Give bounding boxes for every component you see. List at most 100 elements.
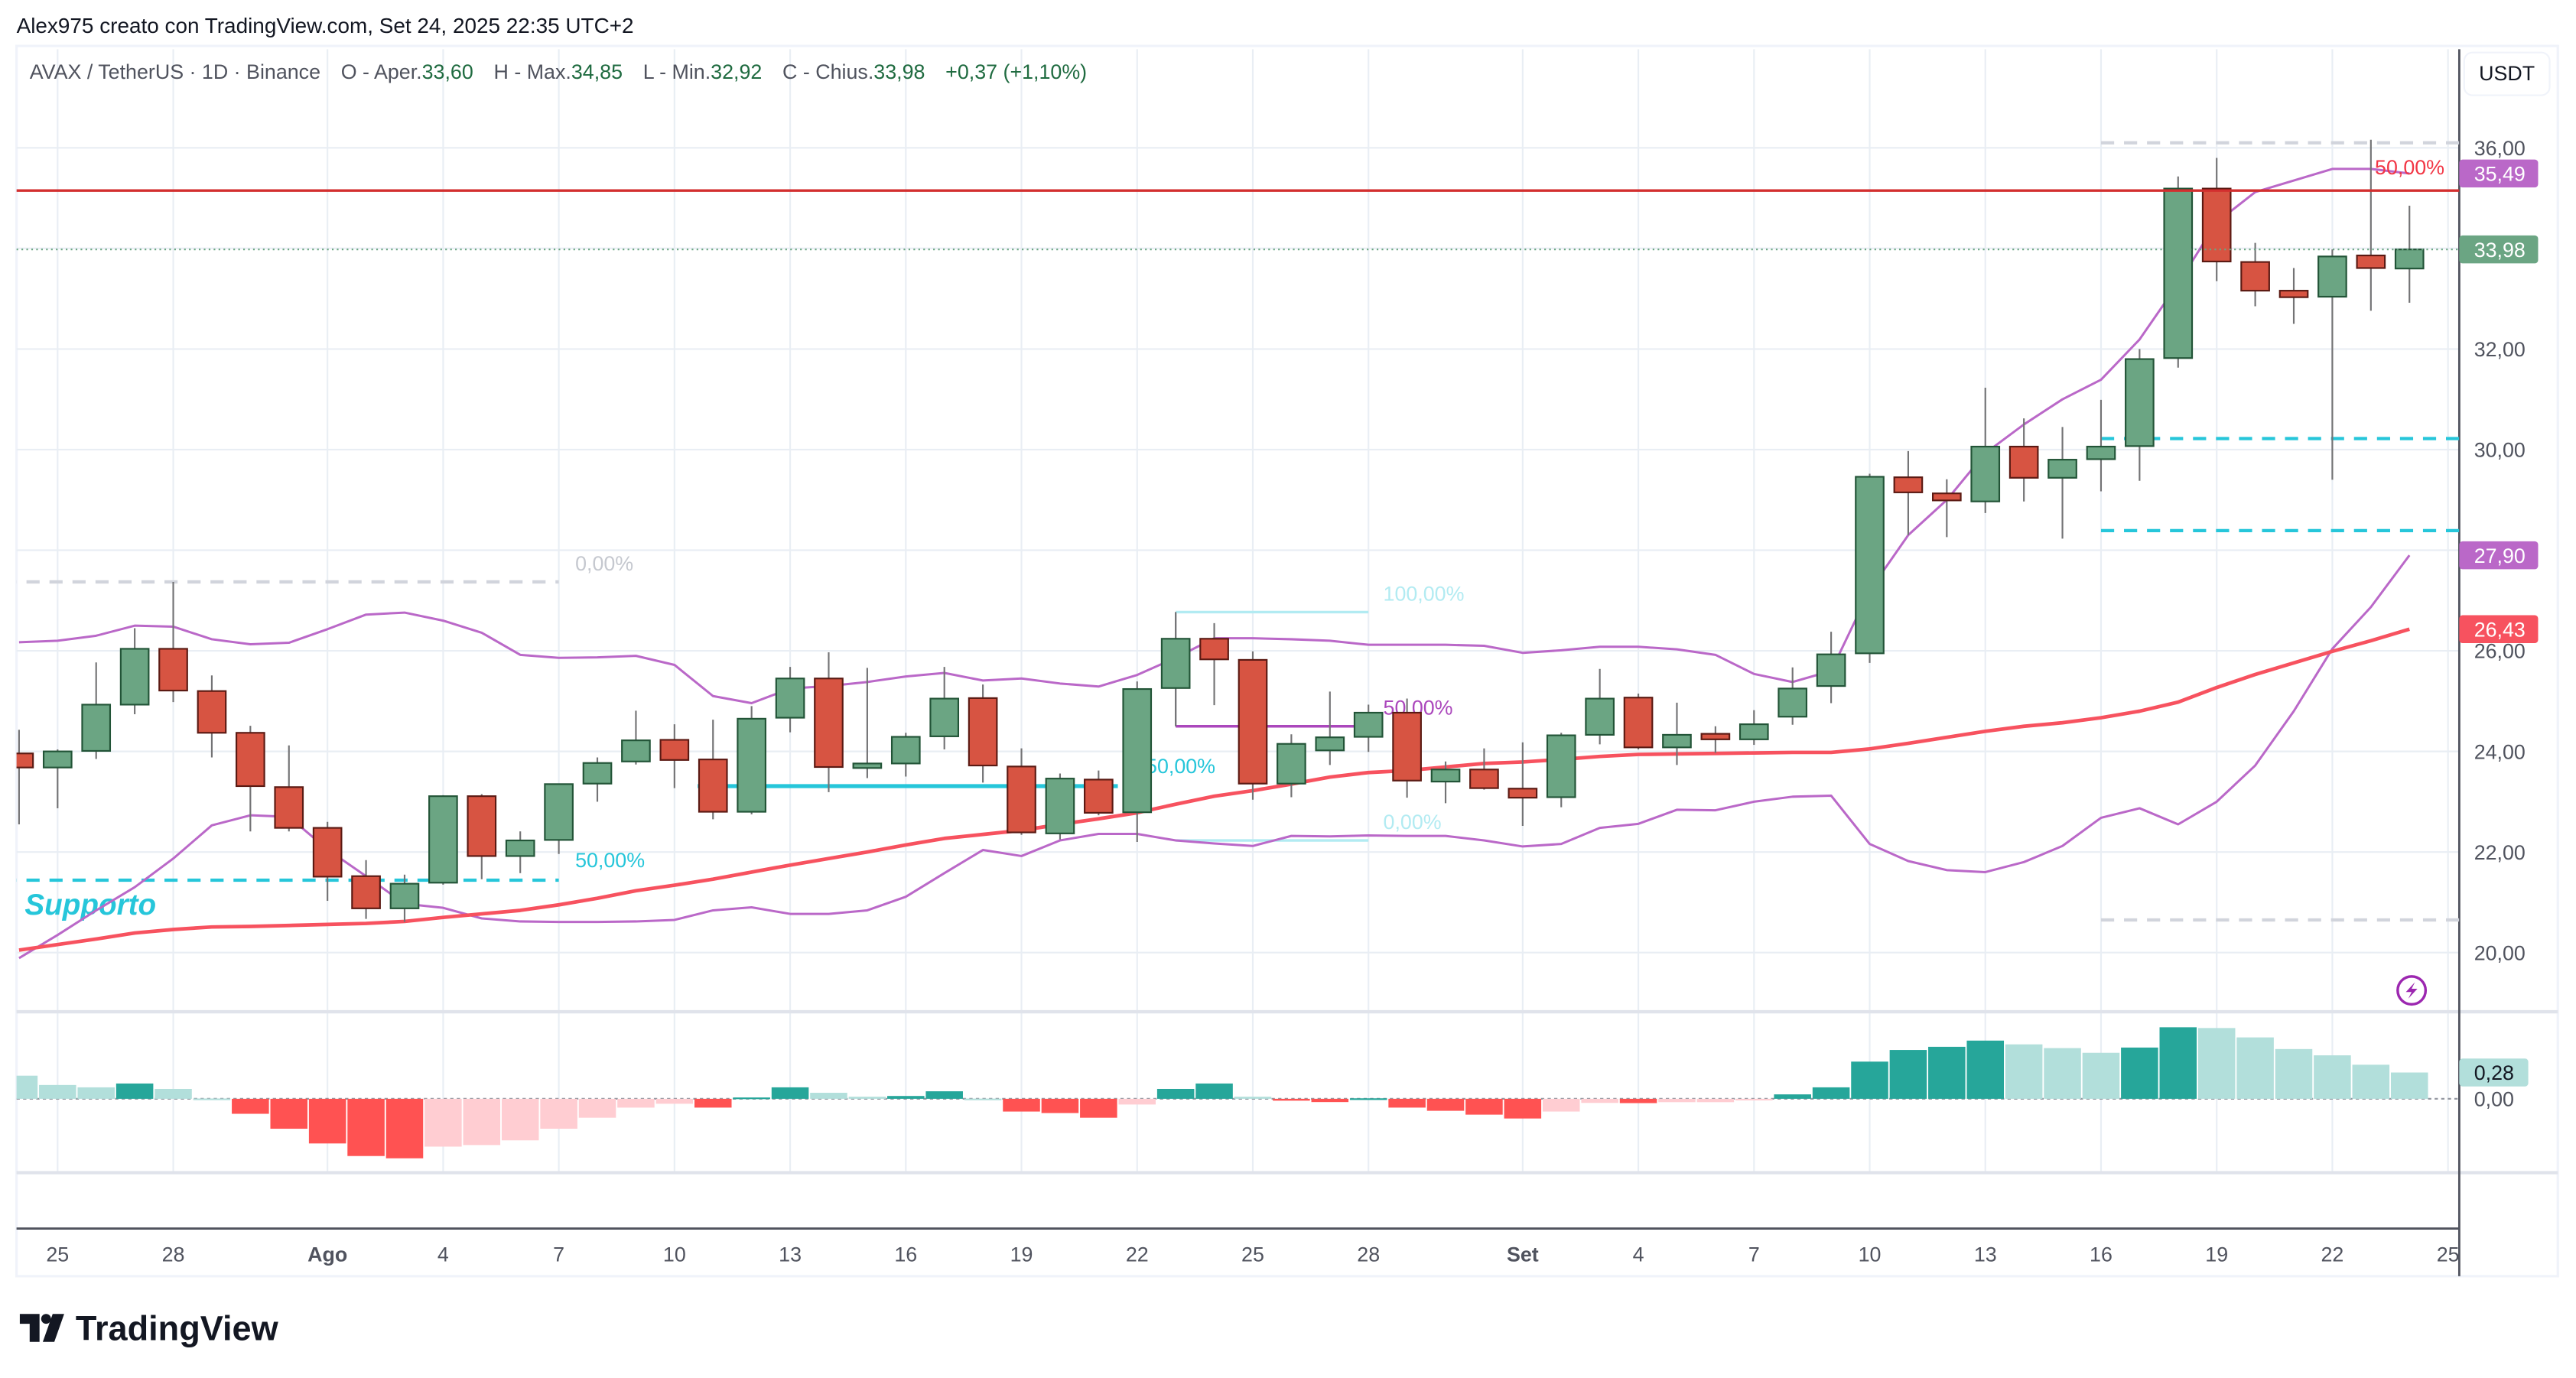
candle-up[interactable] [1122, 681, 1153, 843]
candle-up[interactable] [2125, 349, 2155, 481]
candle-up[interactable] [544, 783, 574, 854]
price-badge-label: 26,43 [2474, 618, 2526, 641]
histogram-bar [1195, 1083, 1233, 1099]
price-badge-bg [2459, 615, 2539, 644]
histogram-bar [617, 1098, 655, 1108]
candle-up[interactable] [2163, 176, 2194, 368]
time-axis[interactable]: 25 28 Ago 4 7 10 13 16 19 22 25 28 Set 4 7 10 13 16 19 22 25 [46, 1243, 2459, 1266]
currency-label: USDT [2479, 62, 2535, 85]
time-tick-label: Set [1507, 1243, 1539, 1266]
candle-up[interactable] [2317, 249, 2347, 480]
candle-body [2163, 187, 2194, 359]
price-badge-label: 35,49 [2474, 163, 2526, 186]
candle-up[interactable] [389, 874, 420, 922]
histogram-bar [1889, 1050, 1927, 1099]
candle-up[interactable] [1970, 388, 2001, 513]
histogram-bar [1581, 1098, 1618, 1103]
candle-up[interactable] [852, 668, 883, 778]
candle-up[interactable] [890, 733, 921, 777]
candle-up[interactable] [2047, 427, 2077, 539]
candle-down[interactable] [2278, 268, 2309, 324]
candle-down[interactable] [1932, 479, 1962, 538]
candle-down[interactable] [1469, 748, 1499, 790]
candle-down[interactable] [1007, 748, 1036, 835]
candle-down[interactable] [274, 745, 304, 832]
candle-down[interactable] [467, 794, 497, 879]
candle-down[interactable] [1238, 651, 1268, 800]
candle-up[interactable] [1816, 632, 1846, 704]
candle-up[interactable] [775, 667, 805, 733]
candle-down[interactable] [312, 821, 343, 901]
histogram-badge-bg [2459, 1058, 2529, 1087]
candle-down[interactable] [1700, 726, 1731, 753]
candle-up[interactable] [505, 831, 535, 873]
candle-up[interactable] [1585, 668, 1615, 745]
histogram-bar [578, 1098, 616, 1118]
candle-up[interactable] [1662, 702, 1692, 765]
candle-up[interactable] [737, 706, 766, 814]
candle-up[interactable] [2086, 399, 2116, 492]
histogram-bar [1542, 1098, 1580, 1112]
lightning-alert-icon[interactable] [2396, 975, 2428, 1006]
candle-up[interactable] [1160, 612, 1191, 726]
histogram-bar [1349, 1098, 1387, 1100]
oscillator-histogram [16, 1027, 2460, 1159]
currency-button[interactable]: USDT [2463, 51, 2551, 96]
price-badge-bg [2459, 159, 2539, 188]
price-axis[interactable]: 36,00 32,00 30,00 26,00 24,00 22,00 20,00 [2474, 137, 2526, 964]
time-tick-label: 22 [1126, 1243, 1149, 1266]
candle-down[interactable] [1084, 770, 1114, 816]
candle-up[interactable] [119, 628, 150, 714]
candle-up[interactable] [1277, 734, 1306, 798]
candle-up[interactable] [1045, 773, 1075, 840]
candle-down[interactable] [1623, 693, 1654, 749]
change-value: +0,37 (+1,10%) [945, 60, 1087, 83]
fib-level-0-label: 0,00% [575, 552, 633, 575]
zone-label: 50,00% [2375, 156, 2444, 179]
candle-up[interactable] [42, 749, 73, 808]
candle-up[interactable] [1353, 704, 1384, 752]
candle-body [1970, 445, 2001, 502]
candle-up[interactable] [929, 667, 960, 749]
close-value: 33,98 [873, 60, 925, 83]
candle-down[interactable] [351, 860, 381, 919]
price-badge-label: 27,90 [2474, 544, 2526, 567]
histogram-bar [1465, 1098, 1503, 1115]
candle-up[interactable] [1430, 761, 1461, 804]
candle-down[interactable] [659, 724, 690, 788]
candle-up[interactable] [1315, 691, 1345, 765]
candle-down[interactable] [1893, 450, 1924, 535]
time-tick-label: 4 [437, 1243, 449, 1266]
candle-down[interactable] [814, 652, 844, 792]
histogram-bar [848, 1097, 886, 1099]
candle-down[interactable] [5, 730, 34, 824]
grid [16, 49, 2460, 1173]
candle-body [1045, 778, 1075, 834]
candle-body [544, 783, 574, 841]
candle-up[interactable] [582, 757, 613, 802]
candle-down[interactable] [2008, 418, 2039, 502]
candle-up[interactable] [621, 710, 651, 765]
histogram-bar [154, 1088, 192, 1099]
histogram-bar [501, 1098, 539, 1141]
candle-down[interactable] [1508, 742, 1538, 826]
candle-up[interactable] [81, 662, 112, 759]
candle-up[interactable] [1855, 473, 1885, 663]
candle-down[interactable] [236, 726, 265, 832]
candle-down[interactable] [197, 675, 227, 758]
time-tick-label: 10 [1859, 1243, 1882, 1266]
candle-up[interactable] [1778, 667, 1808, 725]
candle-up[interactable] [2394, 205, 2425, 303]
candle-down[interactable] [1392, 698, 1422, 798]
candle-up[interactable] [1546, 733, 1576, 808]
candle-down[interactable] [2356, 139, 2386, 311]
candle-down[interactable] [698, 720, 728, 820]
candle-down[interactable] [968, 684, 998, 783]
symbol-info[interactable]: AVAX / TetherUS · 1D · Binance [30, 60, 320, 83]
candle-up[interactable] [1738, 710, 1769, 746]
candle-down[interactable] [1199, 622, 1229, 706]
candle-down[interactable] [2201, 158, 2232, 281]
candle-up[interactable] [428, 795, 458, 885]
candle-down[interactable] [158, 581, 188, 703]
candle-down[interactable] [2240, 242, 2270, 307]
